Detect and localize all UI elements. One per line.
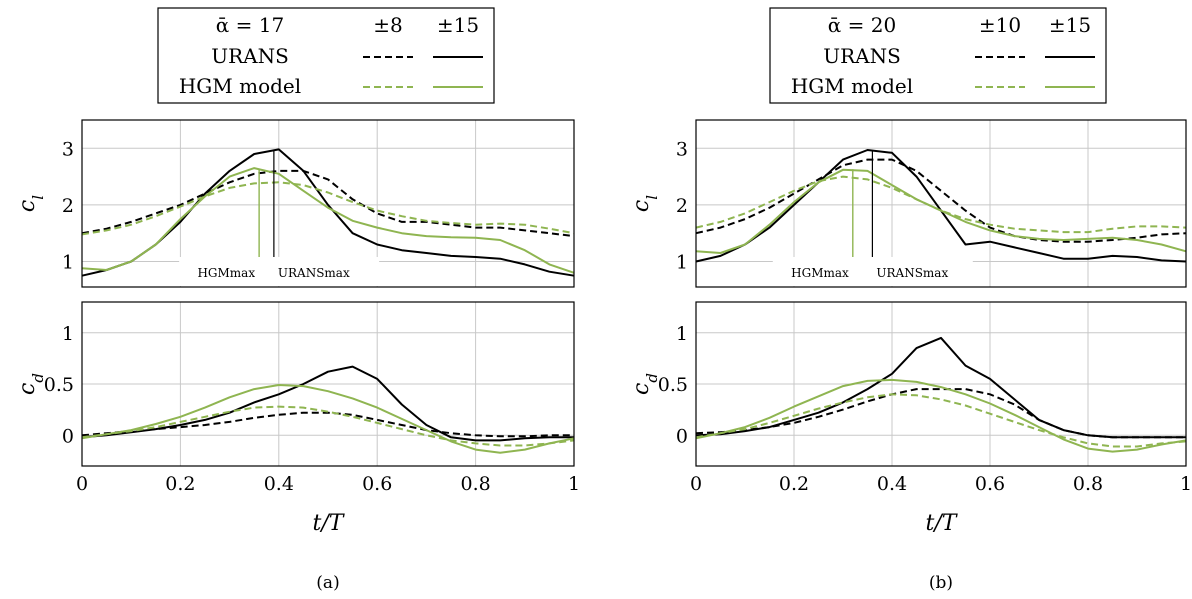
annotation-bg-1 — [772, 257, 973, 286]
plot-a-bottom — [81, 301, 575, 467]
x-tick-label-a-bottom-3: 0.6 — [362, 473, 392, 495]
y-tick-label-b-top-1: 2 — [676, 195, 688, 217]
series-line-a-top-3 — [81, 167, 575, 274]
x-tick-label-b-bottom-3: 0.6 — [975, 473, 1005, 495]
legend-amp1-1: ±10 — [979, 13, 1021, 37]
x-tick-label-b-bottom-1: 0.2 — [779, 473, 809, 495]
panel-caption-0: (a) — [316, 573, 339, 593]
x-tick-label-a-bottom-0: 0 — [76, 473, 88, 495]
series-line-a-top-2 — [81, 181, 575, 236]
y-tick-label-b-top-0: 1 — [676, 252, 688, 274]
series-line-b-bottom-2 — [695, 393, 1187, 448]
y-tick-label-b-bottom-1: 0.5 — [658, 374, 688, 396]
y-tick-label-a-bottom-0: 0 — [62, 425, 74, 447]
plot-a-top — [81, 119, 575, 288]
x-tick-label-a-bottom-2: 0.4 — [264, 473, 294, 495]
urans-max-label-0: URANSmax — [278, 266, 350, 280]
hgm-max-label-1: HGMmax — [791, 266, 849, 280]
x-axis-label-0: t/T — [313, 511, 346, 536]
y-tick-label-b-top-2: 3 — [676, 138, 688, 160]
y-axis-label-a-bottom: cd — [15, 373, 47, 395]
y-tick-label-a-top-2: 3 — [62, 138, 74, 160]
legend-hgm-label-1: HGM model — [791, 74, 913, 98]
panel-caption-1: (b) — [929, 573, 953, 593]
series-line-a-bottom-1 — [81, 365, 574, 442]
x-tick-label-b-bottom-0: 0 — [690, 473, 702, 495]
series-line-a-bottom-2 — [81, 405, 575, 447]
series-line-b-bottom-1 — [695, 336, 1186, 439]
x-tick-label-a-bottom-5: 1 — [568, 473, 580, 495]
y-axis-label-b-top: cl — [629, 195, 661, 212]
plot-frame-b-top — [695, 119, 1187, 288]
annotation-bg-0 — [179, 257, 380, 286]
x-tick-label-b-bottom-2: 0.4 — [877, 473, 907, 495]
legend-urans-label-1: URANS — [823, 44, 901, 68]
x-tick-label-a-bottom-4: 0.8 — [460, 473, 490, 495]
y-tick-label-a-bottom-2: 1 — [62, 323, 74, 345]
x-tick-label-b-bottom-5: 1 — [1180, 473, 1192, 495]
y-tick-label-a-bottom-1: 0.5 — [44, 374, 74, 396]
plot-b-bottom — [695, 301, 1187, 467]
series-line-a-bottom-3 — [81, 384, 575, 454]
legend-alpha-1: ᾱ = 20 — [828, 13, 896, 37]
series-line-b-bottom-0 — [695, 388, 1186, 439]
y-tick-label-b-bottom-0: 0 — [676, 425, 688, 447]
x-tick-label-b-bottom-4: 0.8 — [1073, 473, 1103, 495]
legend-urans-label-0: URANS — [211, 44, 289, 68]
plot-frame-a-bottom — [81, 301, 575, 467]
legend-amp2-1: ±15 — [1049, 13, 1091, 37]
plot-frame-b-bottom — [695, 301, 1187, 467]
plot-frame-a-top — [81, 119, 575, 288]
x-tick-label-a-bottom-1: 0.2 — [165, 473, 195, 495]
urans-max-label-1: URANSmax — [876, 266, 948, 280]
y-tick-label-a-top-1: 2 — [62, 195, 74, 217]
hgm-max-label-0: HGMmax — [197, 266, 255, 280]
series-line-b-top-1 — [695, 149, 1187, 263]
y-axis-label-a-top: cl — [15, 195, 47, 212]
series-line-b-top-3 — [695, 168, 1187, 254]
series-line-b-bottom-3 — [695, 378, 1187, 453]
legend-amp1-0: ±8 — [373, 13, 402, 37]
x-axis-label-1: t/T — [926, 511, 959, 536]
y-tick-label-a-top-0: 1 — [62, 252, 74, 274]
legend-amp2-0: ±15 — [437, 13, 479, 37]
legend-hgm-label-0: HGM model — [179, 74, 301, 98]
legend-alpha-0: ᾱ = 17 — [216, 13, 284, 37]
series-line-a-top-1 — [81, 148, 575, 277]
series-line-a-top-0 — [81, 169, 575, 238]
y-tick-label-b-bottom-2: 1 — [676, 323, 688, 345]
y-axis-label-b-bottom: cd — [629, 373, 661, 395]
